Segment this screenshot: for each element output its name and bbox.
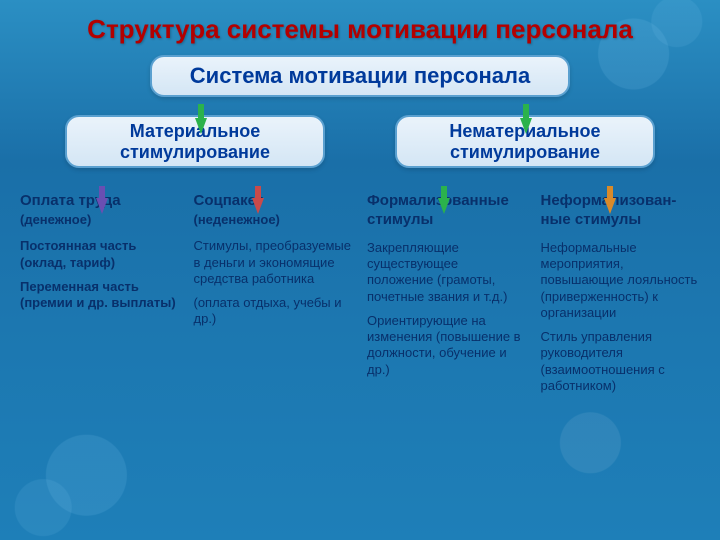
- leaf-text: Закрепляющие существующее положение (гра…: [367, 240, 527, 305]
- page-title: Структура системы мотивации персонала: [0, 0, 720, 55]
- arrow-cat-leaf-3: [438, 198, 450, 214]
- leaf-text: Стиль управления руководителя (взаимоотн…: [541, 329, 701, 394]
- leaf-text: Неформальные мероприятия, повышающие лоя…: [541, 240, 701, 321]
- leaf-formal: Формализованные стимулы Закрепляющие сущ…: [367, 192, 527, 402]
- leaf-text: (оплата отдыха, учебы и др.): [194, 295, 354, 328]
- leaf-title: Неформализован-ные стимулы: [541, 192, 701, 230]
- arrow-cat-leaf-2: [252, 198, 264, 214]
- leaf-benefits: Соцпакет (неденежное) Стимулы, преобразу…: [194, 192, 354, 402]
- arrow-root-right: [520, 118, 532, 134]
- leaf-text: Ориентирующие на изменения (повышение в …: [367, 313, 527, 378]
- leaf-sub: (неденежное): [194, 212, 354, 228]
- arrow-cat-leaf-1: [96, 198, 108, 214]
- leaf-title: Соцпакет: [194, 192, 354, 211]
- leaf-sub: (денежное): [20, 212, 180, 228]
- arrow-root-left: [195, 118, 207, 134]
- leaf-salary: Оплата труда (денежное) Постоянная часть…: [20, 192, 180, 402]
- leaf-text: Стимулы, преобразуемые в деньги и эконом…: [194, 238, 354, 287]
- arrow-cat-leaf-4: [604, 198, 616, 214]
- leaf-informal: Неформализован-ные стимулы Неформальные …: [541, 192, 701, 402]
- leaf-text: Переменная часть (премии и др. выплаты): [20, 279, 180, 312]
- leaf-text: Постоянная часть (оклад, тариф): [20, 238, 180, 271]
- root-node: Система мотивации персонала: [150, 55, 570, 97]
